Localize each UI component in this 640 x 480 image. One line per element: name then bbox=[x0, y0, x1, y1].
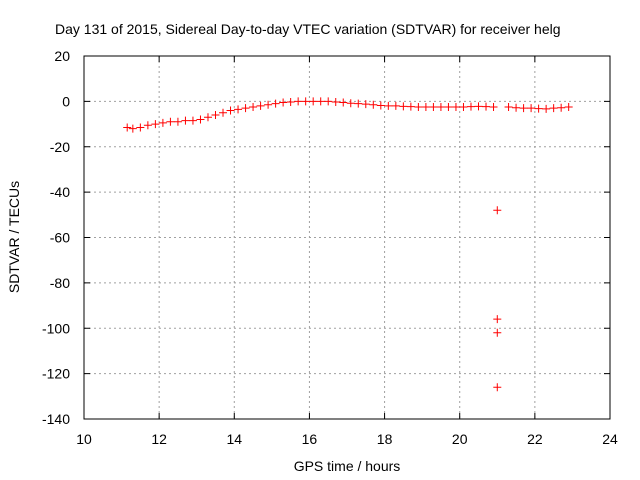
data-point bbox=[414, 103, 423, 112]
y-tick-label: -140 bbox=[42, 411, 70, 427]
data-point bbox=[493, 206, 502, 215]
data-point bbox=[264, 100, 273, 109]
data-point bbox=[542, 104, 551, 113]
data-point bbox=[136, 123, 145, 132]
x-axis-title: GPS time / hours bbox=[294, 458, 401, 474]
data-point bbox=[219, 108, 228, 117]
data-point bbox=[489, 103, 498, 112]
data-point bbox=[316, 97, 325, 106]
data-point bbox=[331, 98, 340, 107]
data-point bbox=[482, 102, 491, 111]
data-points bbox=[123, 97, 573, 392]
data-point bbox=[474, 102, 483, 111]
tick-labels: 10 12 14 16 18 20 22 24 20 0 -20 -40 -60 -80 -100 -120 -… bbox=[42, 48, 618, 447]
data-point bbox=[181, 116, 190, 125]
y-tick-label: -80 bbox=[50, 275, 70, 291]
data-point bbox=[354, 99, 363, 108]
data-point bbox=[421, 103, 430, 112]
y-tick-label: -40 bbox=[50, 184, 70, 200]
data-point bbox=[226, 106, 235, 115]
data-point bbox=[466, 102, 475, 111]
x-tick-label: 12 bbox=[151, 431, 167, 447]
data-point bbox=[188, 116, 197, 125]
data-point bbox=[309, 97, 318, 106]
data-point bbox=[512, 103, 521, 112]
x-tick-label: 18 bbox=[377, 431, 393, 447]
data-point bbox=[549, 104, 558, 113]
data-point bbox=[211, 110, 220, 119]
data-point bbox=[234, 105, 243, 114]
x-tick-label: 10 bbox=[76, 431, 92, 447]
data-point bbox=[451, 103, 460, 112]
data-point bbox=[527, 104, 536, 113]
y-tick-label: -100 bbox=[42, 320, 70, 336]
data-point bbox=[301, 97, 310, 106]
data-point bbox=[459, 103, 468, 112]
y-tick-label: 0 bbox=[62, 93, 70, 109]
data-point bbox=[151, 120, 160, 129]
data-point bbox=[123, 123, 132, 132]
y-tick-label: -120 bbox=[42, 366, 70, 382]
data-point bbox=[128, 124, 137, 133]
data-point bbox=[534, 104, 543, 113]
chart-title: Day 131 of 2015, Sidereal Day-to-day VTE… bbox=[55, 21, 561, 37]
data-point bbox=[361, 100, 370, 109]
data-point bbox=[384, 101, 393, 110]
data-point bbox=[286, 98, 295, 107]
data-point bbox=[391, 101, 400, 110]
data-point bbox=[173, 117, 182, 126]
data-point bbox=[196, 115, 205, 124]
y-tick-label: -20 bbox=[50, 139, 70, 155]
data-point bbox=[429, 103, 438, 112]
data-point bbox=[504, 103, 513, 112]
data-point bbox=[339, 98, 348, 107]
data-point bbox=[143, 121, 152, 130]
data-point bbox=[369, 100, 378, 109]
y-tick-label: 20 bbox=[54, 48, 70, 64]
y-tick-label: -60 bbox=[50, 230, 70, 246]
data-point bbox=[557, 103, 566, 112]
data-point bbox=[271, 99, 280, 108]
data-point bbox=[256, 101, 265, 110]
data-point bbox=[493, 315, 502, 324]
data-point bbox=[399, 102, 408, 111]
data-point bbox=[249, 103, 258, 112]
data-point bbox=[203, 113, 212, 122]
y-axis-title: SDTVAR / TECUs bbox=[6, 181, 22, 293]
data-point bbox=[294, 97, 303, 106]
data-point bbox=[519, 104, 528, 113]
data-point bbox=[436, 103, 445, 112]
x-tick-label: 16 bbox=[302, 431, 318, 447]
data-point bbox=[493, 328, 502, 337]
data-point bbox=[564, 103, 573, 112]
grid bbox=[84, 56, 610, 419]
data-point bbox=[279, 98, 288, 107]
data-point bbox=[376, 101, 385, 110]
ticks bbox=[83, 55, 611, 420]
x-tick-label: 22 bbox=[527, 431, 543, 447]
data-point bbox=[406, 102, 415, 111]
data-point bbox=[324, 97, 333, 106]
data-point bbox=[166, 117, 175, 126]
x-tick-label: 14 bbox=[226, 431, 242, 447]
data-point bbox=[444, 103, 453, 112]
data-point bbox=[158, 118, 167, 127]
x-tick-label: 20 bbox=[452, 431, 468, 447]
data-point bbox=[493, 383, 502, 392]
data-point bbox=[346, 99, 355, 108]
x-tick-label: 24 bbox=[602, 431, 618, 447]
data-point bbox=[241, 104, 250, 113]
